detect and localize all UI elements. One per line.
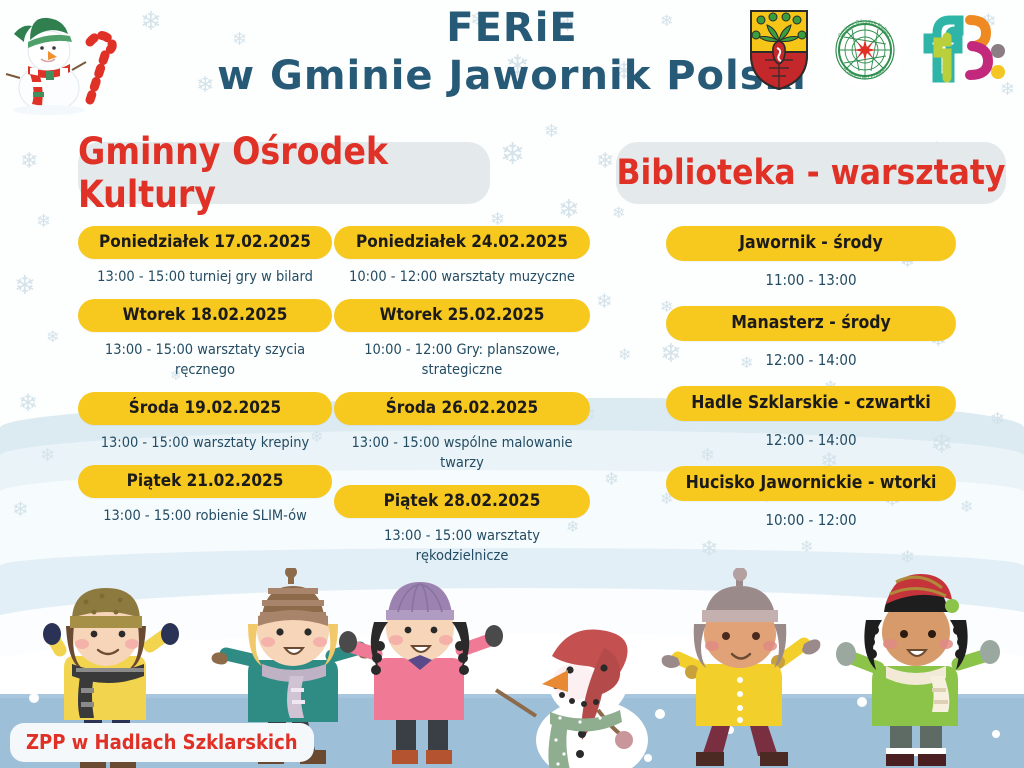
schedule-date-pill: Wtorek 18.02.2025 [78,299,332,332]
schedule-column-gok-week2: Poniedziałek 24.02.2025 10:00 - 12:00 wa… [334,226,590,578]
schedule-entry: Jawornik - środy 11:00 - 13:00 [666,226,956,304]
heading-biblioteka-warsztaty: Biblioteka - warsztaty [616,142,1006,204]
coat-of-arms-icon [750,10,808,91]
schedule-time: 12:00 - 14:00 [765,431,857,449]
schedule-location-pill: Jawornik - środy [666,226,956,261]
poster-title: FERiE w Gminie Jawornik Polski [0,6,1024,100]
schedule-date-pill: Środa 19.02.2025 [78,392,332,425]
schedule-date-pill: Piątek 28.02.2025 [334,485,590,518]
schedule-description: 10:00 - 12:00 warsztaty muzyczne [349,269,575,285]
schedule-entry: Środa 26.02.2025 13:00 - 15:00 wspólne m… [334,392,590,483]
schedule-entry: Hucisko Jawornickie - wtorki 10:00 - 12:… [666,466,956,544]
schedule-date-pill: Piątek 21.02.2025 [78,465,332,498]
child-4 [661,568,821,766]
poster-header: FERiE w Gminie Jawornik Polski [0,0,1024,120]
snowman-top-left-illustration [5,17,117,115]
schedule-description: 13:00 - 15:00 turniej gry w bilard [97,269,313,285]
schedule-description: 13:00 - 15:00 warsztaty rękodzielnicze [384,528,540,564]
schedule-location-pill: Hadle Szklarskie - czwartki [666,386,956,421]
schedule-entry: Piątek 21.02.2025 13:00 - 15:00 robienie… [78,465,332,536]
snowman-bottom [494,629,648,768]
logo-row: Gminny Ośrodek Kultury w Jaworniku Polsk… [748,8,1006,92]
title-line-1: FERiE [446,5,578,51]
schedule-location-pill: Manasterz - środy [666,306,956,341]
footer-organizer-label: ZPP w Hadlach Szklarskich [10,723,314,762]
title-line-2: w Gminie Jawornik Polski [217,53,807,99]
schedule-entry: Poniedziałek 17.02.2025 13:00 - 15:00 tu… [78,226,332,297]
library-logo-icon [923,15,1005,83]
child-5 [836,574,1000,766]
schedule-description: 10:00 - 12:00 Gry: planszowe, strategicz… [364,342,560,378]
schedule-entry: Poniedziałek 24.02.2025 10:00 - 12:00 wa… [334,226,590,297]
schedule-entry: Piątek 28.02.2025 13:00 - 15:00 warsztat… [334,485,590,576]
child-3 [339,582,503,764]
schedule-entry: Wtorek 25.02.2025 10:00 - 12:00 Gry: pla… [334,299,590,390]
schedule-date-pill: Poniedziałek 24.02.2025 [334,226,590,259]
schedule-column-biblioteka: Jawornik - środy 11:00 - 13:00 Manasterz… [666,226,956,546]
schedule-entry: Wtorek 18.02.2025 13:00 - 15:00 warsztat… [78,299,332,390]
schedule-description: 13:00 - 15:00 warsztaty krepiny [100,435,310,451]
schedule-entry: Manasterz - środy 12:00 - 14:00 [666,306,956,384]
schedule-column-gok-week1: Poniedziałek 17.02.2025 13:00 - 15:00 tu… [78,226,332,538]
gok-seal-icon: Gminny Ośrodek Kultury w Jaworniku Polsk… [827,12,903,88]
schedule-time: 11:00 - 13:00 [765,271,857,289]
heading-gminny-osrodek-kultury: Gminny Ośrodek Kultury [78,130,490,216]
child-1 [43,588,179,768]
schedule-description: 13:00 - 15:00 warsztaty szycia ręcznego [104,342,306,378]
schedule-entry: Hadle Szklarskie - czwartki 12:00 - 14:0… [666,386,956,464]
schedule-entry: Środa 19.02.2025 13:00 - 15:00 warsztaty… [78,392,332,463]
schedule-description: 13:00 - 15:00 wspólne malowanie twarzy [351,435,573,471]
schedule-location-pill: Hucisko Jawornickie - wtorki [666,466,956,501]
schedule-time: 12:00 - 14:00 [765,351,857,369]
schedule-date-pill: Środa 26.02.2025 [334,392,590,425]
schedule-date-pill: Wtorek 25.02.2025 [334,299,590,332]
schedule-description: 13:00 - 15:00 robienie SLIM-ów [103,508,307,524]
schedule-time: 10:00 - 12:00 [765,511,857,529]
schedule-date-pill: Poniedziałek 17.02.2025 [78,226,332,259]
